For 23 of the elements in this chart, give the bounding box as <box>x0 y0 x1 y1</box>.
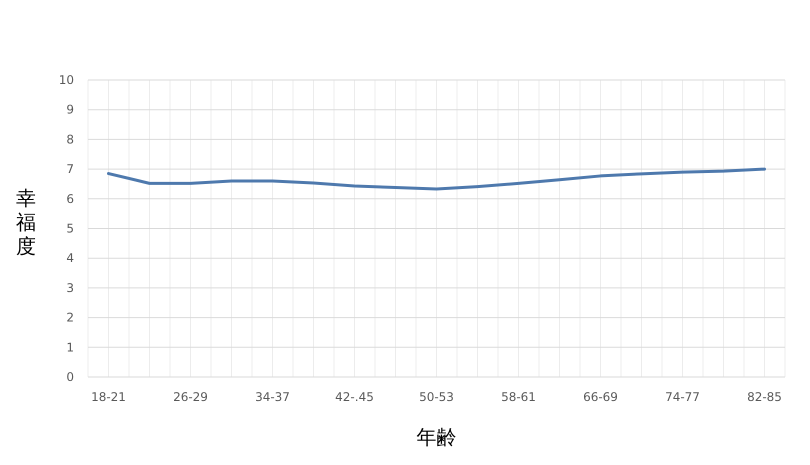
y-tick-label: 4 <box>66 251 74 266</box>
y-tick-label: 1 <box>66 340 74 354</box>
x-tick-label: 66-69 <box>583 390 618 404</box>
line-series <box>107 168 766 190</box>
y-tick-label: 3 <box>66 280 74 295</box>
y-tick-label: 7 <box>66 162 74 176</box>
y-tick-label: 9 <box>66 102 74 117</box>
y-axis-title: 幸福度 <box>16 186 36 258</box>
x-tick-label: 82-85 <box>747 390 782 404</box>
y-tick-label: 6 <box>66 192 74 206</box>
x-tick-label: 42-.45 <box>335 390 374 404</box>
x-axis-title: 年齢 <box>416 425 456 449</box>
y-tick-label: 10 <box>58 73 74 87</box>
x-tick-label: 18-21 <box>91 390 126 404</box>
y-tick-label: 5 <box>66 222 74 236</box>
y-tick-label: 8 <box>66 132 74 146</box>
x-tick-label: 26-29 <box>173 390 208 404</box>
x-tick-label: 58-61 <box>501 390 536 404</box>
x-tick-label: 74-77 <box>665 390 700 404</box>
x-tick-label: 34-37 <box>255 390 290 404</box>
x-tick-label: 50-53 <box>419 390 454 404</box>
y-tick-label: 0 <box>66 370 74 384</box>
y-tick-label: 2 <box>66 310 74 325</box>
